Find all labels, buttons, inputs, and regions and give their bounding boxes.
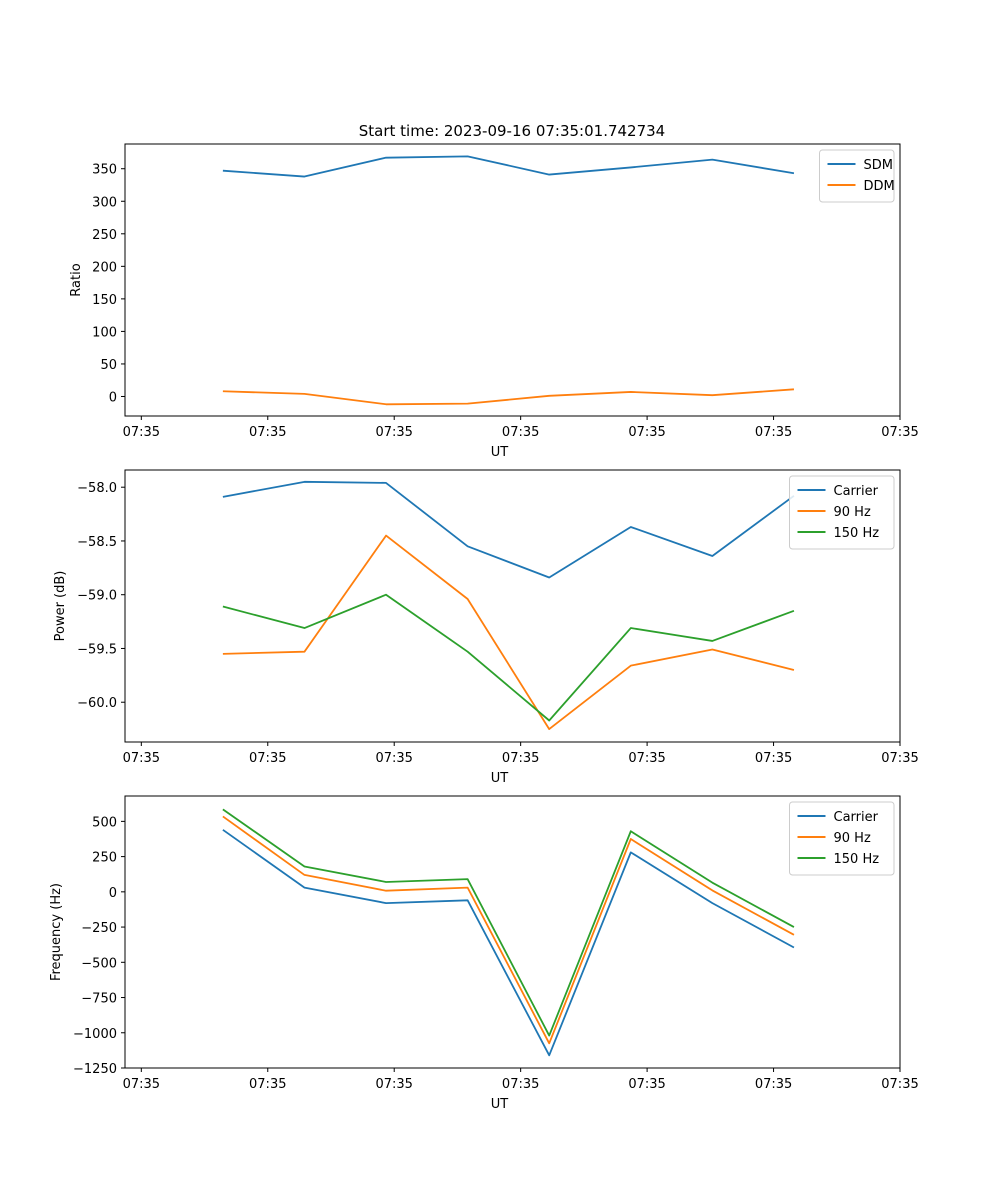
y-tick-label: 200: [92, 260, 117, 275]
y-tick-label: −1000: [73, 1027, 117, 1042]
y-tick-label: 50: [100, 358, 117, 373]
x-tick-label: 07:35: [502, 1077, 539, 1092]
y-tick-label: −60.0: [77, 696, 117, 711]
legend-label: DDM: [864, 179, 895, 194]
x-tick-label: 07:35: [628, 751, 665, 766]
x-axis-label: UT: [491, 1097, 509, 1112]
legend-label: Carrier: [834, 810, 879, 825]
x-tick-label: 07:35: [881, 1077, 918, 1092]
legend: Carrier 90 Hz 150 Hz: [789, 475, 895, 550]
legend-label: 90 Hz: [834, 505, 871, 520]
x-tick-label: 07:35: [375, 751, 412, 766]
chart-title: Start time: 2023-09-16 07:35:01.742734: [359, 122, 665, 140]
y-tick-label: −250: [81, 921, 117, 936]
y-tick-label: 500: [92, 815, 117, 830]
x-axis-label: UT: [491, 445, 509, 460]
x-tick-label: 07:35: [502, 751, 539, 766]
y-tick-label: −1250: [73, 1062, 117, 1077]
legend-label: Carrier: [834, 484, 879, 499]
y-axis-label: Power (dB): [53, 571, 68, 642]
x-tick-label: 07:35: [881, 425, 918, 440]
y-tick-label: 100: [92, 325, 117, 340]
y-axis-label: Ratio: [69, 263, 84, 296]
legend: Carrier 90 Hz 150 Hz: [789, 801, 895, 876]
y-tick-label: −59.0: [77, 589, 117, 604]
plot-frame: [124, 143, 901, 417]
x-tick-label: 07:35: [881, 751, 918, 766]
x-tick-label: 07:35: [375, 1077, 412, 1092]
x-tick-label: 07:35: [123, 1077, 160, 1092]
y-tick-label: 0: [109, 390, 117, 405]
x-tick-label: 07:35: [249, 1077, 286, 1092]
x-tick-label: 07:35: [249, 425, 286, 440]
x-tick-label: 07:35: [123, 751, 160, 766]
y-tick-label: −59.5: [77, 642, 117, 657]
ratio-panel: 07:35 07:35 07:35 07:35 07:35 07:35 07:35 0 50 10…: [69, 143, 919, 460]
y-axis-label: Frequency (Hz): [49, 883, 64, 981]
series-line-carrier: [222, 480, 795, 579]
legend-label: 150 Hz: [834, 852, 880, 867]
y-tick-label: −58.5: [77, 535, 117, 550]
y-tick-label: −58.0: [77, 481, 117, 496]
y-tick-label: −500: [81, 956, 117, 971]
plot-frame: [124, 469, 901, 743]
y-tick-label: 0: [109, 886, 117, 901]
x-tick-label: 07:35: [755, 425, 792, 440]
y-tick-label: 250: [92, 851, 117, 866]
x-axis-label: UT: [491, 771, 509, 786]
series-line-90-hz: [222, 534, 795, 730]
y-tick-label: −750: [81, 992, 117, 1007]
legend-box: [789, 475, 895, 550]
legend-label: 150 Hz: [834, 526, 880, 541]
x-tick-label: 07:35: [249, 751, 286, 766]
y-tick-label: 250: [92, 228, 117, 243]
plot-frame: [124, 795, 901, 1069]
series-line-carrier: [222, 829, 795, 1057]
x-tick-label: 07:35: [755, 751, 792, 766]
series-line-150-hz: [222, 808, 795, 1037]
series-line-90-hz: [222, 815, 795, 1045]
y-tick-label: 350: [92, 163, 117, 178]
power-panel: 07:35 07:35 07:35 07:35 07:35 07:35 07:35 −60.0…: [53, 469, 919, 786]
x-tick-label: 07:35: [502, 425, 539, 440]
legend-label: SDM: [864, 158, 893, 173]
x-tick-label: 07:35: [628, 425, 665, 440]
legend: SDM DDM: [819, 149, 895, 203]
x-tick-label: 07:35: [123, 425, 160, 440]
legend-box: [789, 801, 895, 876]
x-tick-label: 07:35: [628, 1077, 665, 1092]
y-tick-label: 150: [92, 293, 117, 308]
frequency-panel: 07:35 07:35 07:35 07:35 07:35 07:35 07:35 −1250…: [49, 795, 919, 1112]
x-tick-label: 07:35: [755, 1077, 792, 1092]
x-tick-label: 07:35: [375, 425, 412, 440]
y-tick-label: 300: [92, 195, 117, 210]
series-line-sdm: [222, 155, 795, 178]
series-line-ddm: [222, 388, 795, 406]
series-line-150-hz: [222, 593, 795, 722]
legend-label: 90 Hz: [834, 831, 871, 846]
